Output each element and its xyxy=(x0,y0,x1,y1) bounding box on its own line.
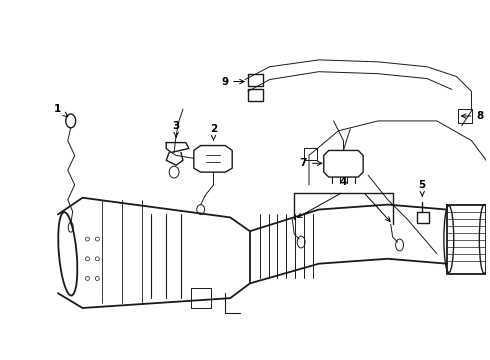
Text: 3: 3 xyxy=(172,121,180,137)
Text: 1: 1 xyxy=(54,104,68,117)
Text: 8: 8 xyxy=(462,111,484,121)
Text: 2: 2 xyxy=(210,124,217,140)
Text: 5: 5 xyxy=(0,359,1,360)
Text: 4: 4 xyxy=(340,177,347,187)
Text: 9: 9 xyxy=(221,77,244,86)
Text: 6: 6 xyxy=(0,359,1,360)
Text: 5: 5 xyxy=(418,180,426,196)
Text: 7: 7 xyxy=(300,158,322,168)
